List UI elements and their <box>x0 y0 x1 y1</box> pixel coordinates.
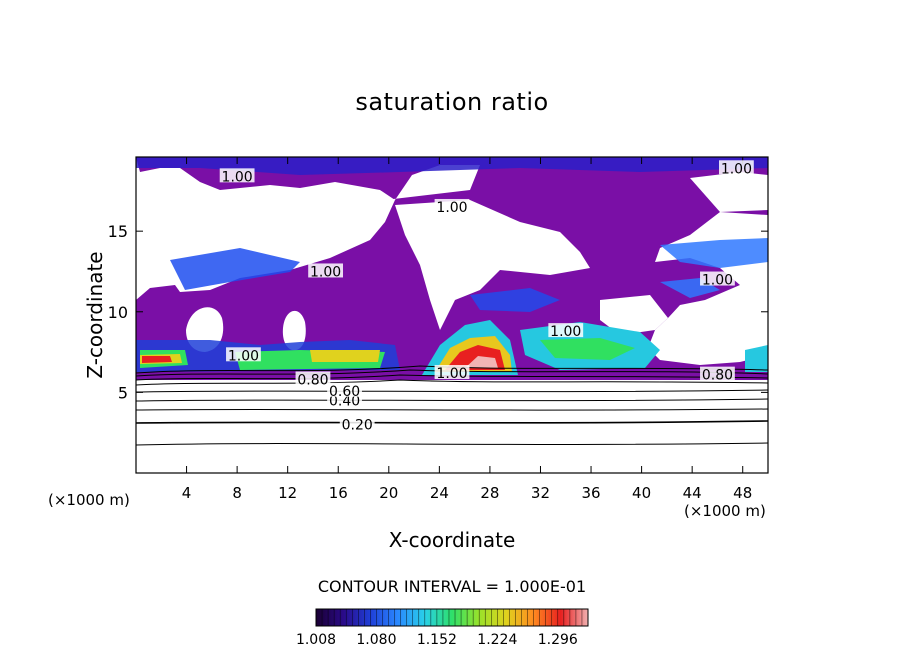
x-tick-label: 24 <box>430 484 449 502</box>
contour-interval-label: CONTOUR INTERVAL = 1.000E-01 <box>317 577 587 596</box>
contour-label-bg <box>295 371 331 386</box>
contour-label: 1.00 <box>436 200 467 216</box>
contour-label-bg <box>308 263 343 278</box>
contour-label-bg <box>719 160 754 175</box>
x-tick-label: 16 <box>329 484 348 502</box>
contour-label: 0.80 <box>297 372 328 388</box>
x-tick-label: 40 <box>632 484 651 502</box>
chart-title: saturation ratio <box>355 88 549 116</box>
band-dark-blue <box>136 157 768 175</box>
contour-label: 1.00 <box>436 366 467 382</box>
y-tick-label: 5 <box>118 383 128 402</box>
contour-label: 0.80 <box>702 368 733 384</box>
x-unit-label-right: (×1000 m) <box>684 502 766 520</box>
colorbar-tick-label: 1.008 <box>295 632 337 648</box>
colorbar-tick-label: 1.296 <box>537 632 578 648</box>
unsaturated-gap <box>395 200 590 330</box>
y-tick-label: 15 <box>108 222 128 241</box>
contour-label: 1.00 <box>702 273 733 289</box>
contour-label: 0.60 <box>329 384 360 400</box>
x-axis-label: X-coordinate <box>388 528 516 552</box>
contour-label: 1.00 <box>222 169 253 185</box>
band-blue <box>660 238 768 268</box>
unsaturated-gap <box>282 310 306 351</box>
plot-frame <box>135 156 769 474</box>
contour-label-bg <box>226 347 261 362</box>
colorbar-ticks <box>315 609 589 626</box>
contour-label: 1.00 <box>550 324 581 340</box>
field-layer <box>136 157 768 446</box>
x-unit-label-left: (×1000 m) <box>48 491 130 509</box>
contour-label: 0.40 <box>329 393 360 409</box>
band-yellow <box>310 350 380 362</box>
x-tick-label: 32 <box>531 484 550 502</box>
contour-label: 1.00 <box>310 264 341 280</box>
contour-lines <box>136 365 768 446</box>
contour-label-bg <box>339 416 375 431</box>
band-green <box>540 338 635 360</box>
x-tick-label: 8 <box>232 484 242 502</box>
contour-label-bg <box>548 323 584 338</box>
contour-label-bg <box>700 271 735 286</box>
contour-label-bg <box>327 382 362 397</box>
contour-label-bg <box>219 168 255 183</box>
unsaturated-gap <box>600 295 668 335</box>
colorbar-tick-label: 1.080 <box>356 632 397 648</box>
y-tick-label: 10 <box>108 303 128 322</box>
contour-label-bg <box>434 365 470 380</box>
band-cyan <box>745 345 768 372</box>
contour-label-bg <box>434 198 470 213</box>
colorbar-tick-label: 1.152 <box>416 632 457 648</box>
band-blue <box>470 288 560 312</box>
band-blue <box>170 248 300 290</box>
contour-label-bg <box>700 366 735 381</box>
band-red <box>142 356 172 363</box>
x-tick-label: 12 <box>278 484 297 502</box>
colorbar <box>315 608 589 627</box>
contour-label: 1.00 <box>721 161 752 177</box>
x-tick-label: 44 <box>683 484 702 502</box>
unsaturated-gap <box>385 165 480 200</box>
x-tick-label: 20 <box>379 484 398 502</box>
x-tick-label: 36 <box>581 484 600 502</box>
contour-label-layer: 0.200.400.600.80 0.801.001.001.001.001.00… <box>219 160 754 434</box>
band-pink <box>465 356 498 368</box>
unsaturated-gap <box>690 172 768 212</box>
contour-label: 1.00 <box>228 348 259 364</box>
contour-label: 0.20 <box>342 418 373 434</box>
x-tick-label: 48 <box>733 484 752 502</box>
colorbar-tick-label: 1.224 <box>477 632 518 648</box>
x-tick-label: 28 <box>480 484 499 502</box>
x-tick-label: 4 <box>182 484 192 502</box>
